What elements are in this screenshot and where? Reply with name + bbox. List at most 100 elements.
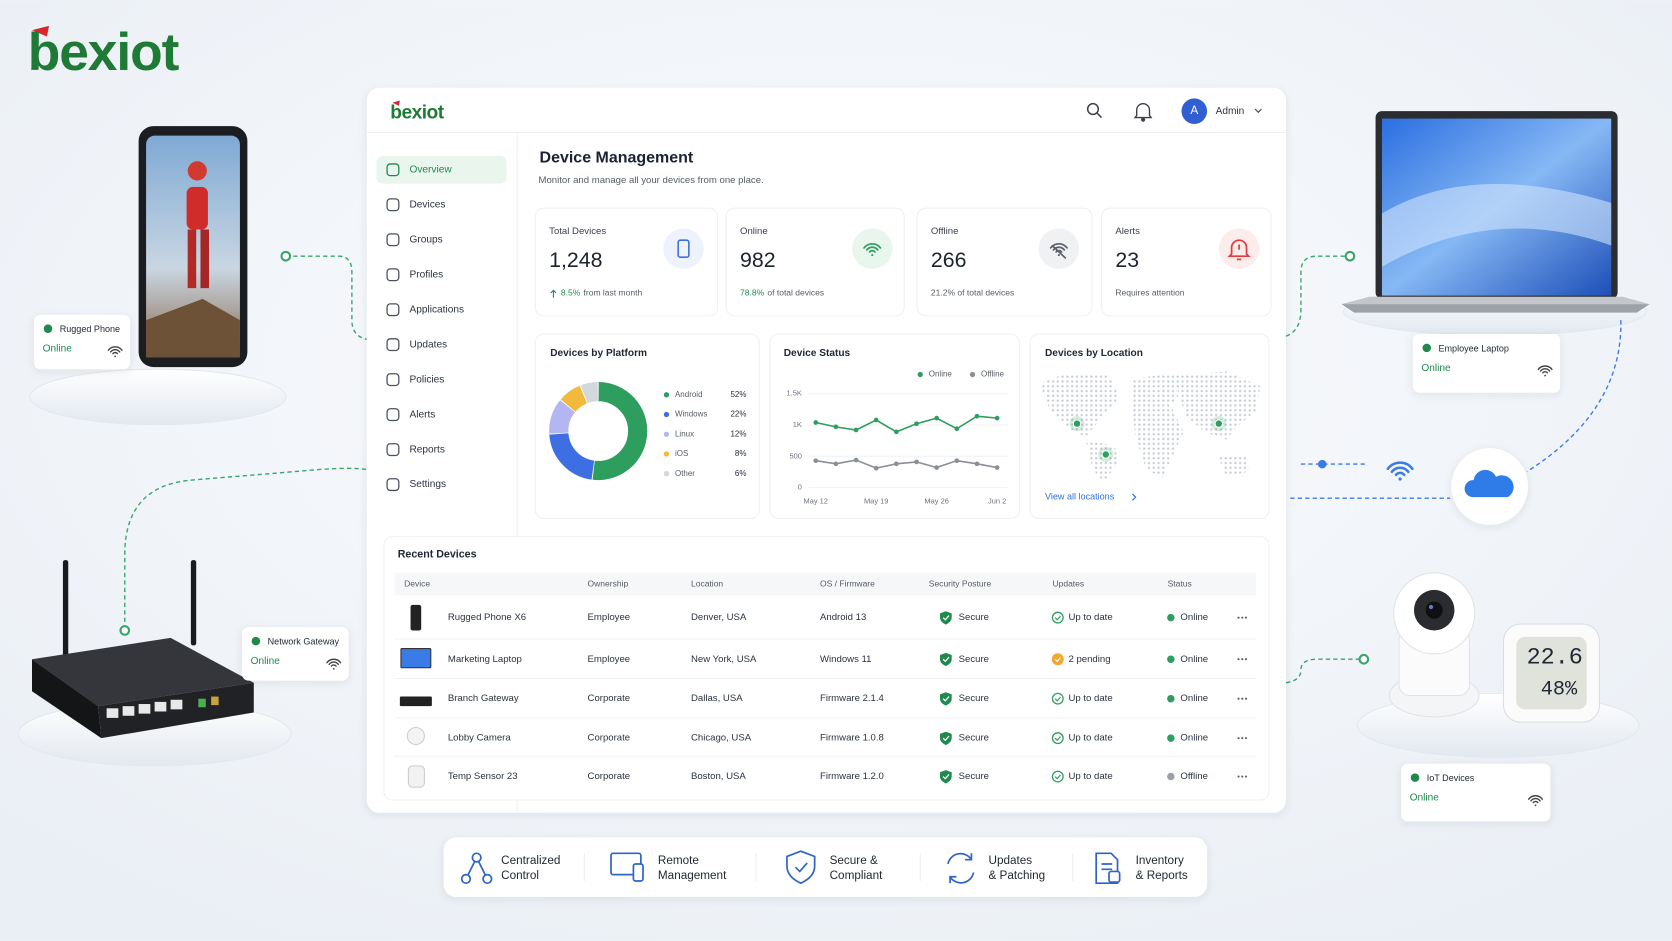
row-menu[interactable] bbox=[1237, 658, 1248, 661]
decoration bbox=[280, 250, 292, 262]
table-cell: Boston, USA bbox=[691, 771, 746, 782]
secure-check bbox=[942, 735, 950, 742]
decoration bbox=[138, 704, 151, 714]
table-cell: Secure bbox=[959, 771, 989, 782]
stat-value: 982 bbox=[740, 248, 776, 272]
device-status: Online bbox=[1421, 363, 1451, 374]
update-check bbox=[1054, 774, 1061, 780]
device-card-bg bbox=[1412, 334, 1561, 393]
menu-dot bbox=[1237, 658, 1240, 661]
series-line bbox=[815, 459, 998, 470]
table-cell: Online bbox=[1180, 654, 1208, 665]
feature-icon bbox=[460, 852, 493, 885]
device-name: Rugged Phone bbox=[60, 324, 120, 334]
table-cell: Employee bbox=[588, 654, 631, 665]
sidebar-item[interactable]: Updates bbox=[409, 339, 447, 350]
stat-highlight: 8.5% bbox=[561, 288, 581, 298]
x-tick-label: May 19 bbox=[864, 496, 888, 505]
wifi-icon bbox=[1386, 461, 1414, 481]
row-menu[interactable] bbox=[1237, 697, 1248, 700]
user-menu-chevron[interactable] bbox=[1254, 108, 1262, 114]
device-status: Online bbox=[251, 656, 281, 667]
device-card-bg bbox=[1401, 763, 1551, 822]
decoration bbox=[1344, 250, 1356, 262]
status-dot bbox=[1167, 655, 1175, 663]
table-cell: Firmware 1.2.0 bbox=[820, 771, 884, 782]
stat-note: 8.5% from last month bbox=[561, 288, 643, 298]
device-card: Network Gateway Online bbox=[242, 627, 349, 681]
x-tick-label: May 26 bbox=[924, 496, 948, 505]
data-point bbox=[914, 459, 919, 465]
decoration bbox=[31, 637, 254, 707]
row-menu[interactable] bbox=[1237, 737, 1248, 740]
x-tick-label: Jun 2 bbox=[988, 496, 1006, 505]
feature-label: Remote bbox=[658, 854, 699, 867]
stat-label: Online bbox=[740, 226, 768, 237]
row-menu[interactable] bbox=[1237, 616, 1248, 619]
location-marker bbox=[1072, 419, 1082, 428]
sensor-temperature: 22.6 bbox=[1527, 644, 1583, 671]
sidebar-icon bbox=[386, 408, 400, 422]
device-icon bbox=[677, 239, 690, 259]
sidebar-item[interactable]: Alerts bbox=[409, 409, 435, 420]
sidebar-item[interactable]: Settings bbox=[409, 479, 446, 490]
cloud-node bbox=[1451, 448, 1529, 525]
wifi-arc bbox=[1390, 466, 1410, 474]
table-cell: New York, USA bbox=[691, 654, 757, 665]
table-cell: Firmware 1.0.8 bbox=[820, 733, 884, 744]
decoration bbox=[31, 25, 50, 37]
column-header: Location bbox=[691, 578, 723, 588]
wifi-dot bbox=[114, 355, 117, 358]
view-all-link[interactable]: View all locations bbox=[1045, 492, 1115, 502]
stat-note-text: Requires attention bbox=[1115, 288, 1184, 298]
status-dot bbox=[1410, 773, 1420, 782]
notifications-button[interactable] bbox=[1133, 102, 1153, 122]
wifi-icon bbox=[1049, 242, 1068, 259]
bell-clapper bbox=[1141, 117, 1146, 122]
decoration bbox=[211, 696, 219, 706]
device-card-bg bbox=[34, 314, 131, 370]
avatar[interactable] bbox=[1181, 98, 1208, 124]
device-card: Rugged Phone Online bbox=[34, 314, 131, 370]
user-name[interactable]: Admin bbox=[1216, 106, 1245, 117]
sidebar-active-bg bbox=[376, 155, 507, 184]
device-status: Online bbox=[43, 344, 73, 355]
edge bbox=[467, 861, 486, 876]
data-point bbox=[974, 413, 980, 419]
header-logo[interactable]: bexiot bbox=[390, 102, 445, 123]
sidebar-item[interactable]: Reports bbox=[409, 444, 444, 455]
sidebar-item[interactable]: Devices bbox=[409, 199, 445, 210]
sidebar-item[interactable]: Profiles bbox=[409, 269, 443, 280]
stat-note-text: from last month bbox=[584, 288, 643, 298]
sidebar-item[interactable]: Applications bbox=[409, 304, 464, 315]
alert-bell-icon bbox=[1227, 239, 1251, 261]
wifi-dot bbox=[1534, 804, 1537, 807]
row-menu[interactable] bbox=[1237, 775, 1248, 778]
decoration bbox=[124, 467, 367, 630]
data-point bbox=[994, 415, 1000, 421]
wifi-arc bbox=[863, 242, 882, 249]
table-cell: Temp Sensor 23 bbox=[448, 771, 518, 782]
data-point bbox=[833, 461, 839, 467]
stat-icon-bg bbox=[851, 228, 893, 269]
search-icon bbox=[1086, 102, 1100, 116]
stat-icon-bg bbox=[663, 228, 704, 269]
brand-logo[interactable]: bexiot bbox=[28, 23, 181, 82]
secure-check bbox=[942, 696, 950, 702]
stat-note: Requires attention bbox=[1115, 288, 1184, 298]
wifi-arc bbox=[1530, 797, 1541, 802]
legend-label: Other bbox=[675, 469, 695, 478]
wifi-arc bbox=[330, 664, 337, 667]
sidebar-item[interactable]: Policies bbox=[409, 374, 444, 385]
sidebar-item[interactable]: Overview bbox=[409, 164, 452, 175]
sidebar-item[interactable]: Groups bbox=[409, 234, 442, 245]
secure-shield bbox=[939, 770, 952, 784]
table-cell: Firmware 2.1.4 bbox=[820, 693, 885, 704]
feature-bar-bg bbox=[443, 837, 1208, 898]
search-button[interactable] bbox=[1086, 102, 1103, 119]
wifi-arc bbox=[1542, 370, 1549, 374]
dashboard-panel: bexiot A Admin Overview Devices Groups Profile… bbox=[366, 87, 1286, 813]
node bbox=[471, 852, 482, 863]
continent bbox=[1217, 454, 1250, 476]
update-icon bbox=[1051, 653, 1064, 666]
